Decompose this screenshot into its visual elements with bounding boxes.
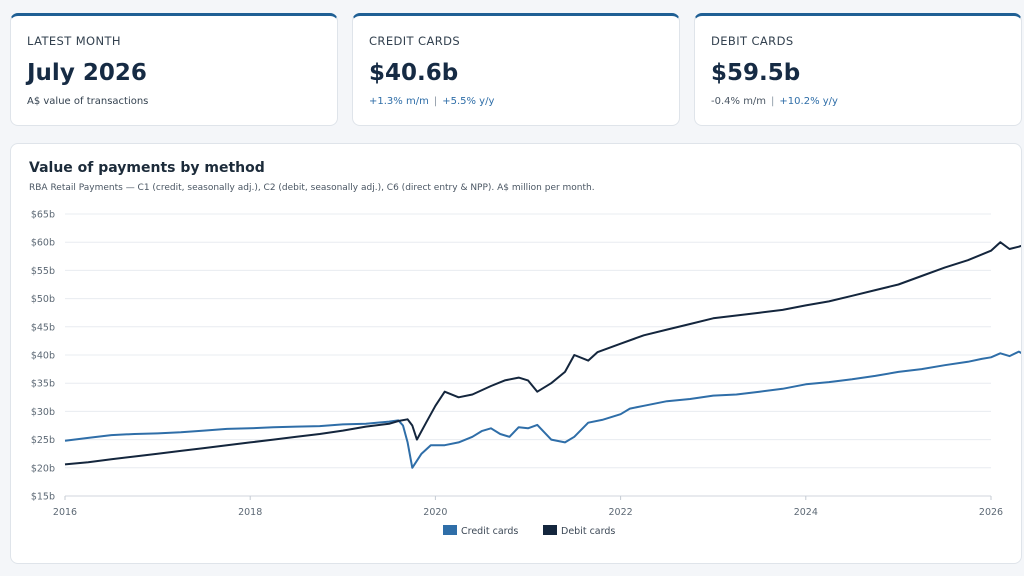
year-change: +10.2% y/y [779,96,838,107]
kpi-card-debit-cards: DEBIT CARDS $59.5b -0.4% m/m | +10.2% y/y [694,13,1022,126]
y-tick-label: $20b [31,463,55,474]
y-tick-label: $35b [31,379,55,390]
y-tick-label: $15b [31,492,55,503]
x-tick-label: 2024 [794,507,818,518]
legend-label-credit-cards: Credit cards [461,526,518,537]
x-tick-label: 2026 [979,507,1003,518]
chart-subtitle: RBA Retail Payments — C1 (credit, season… [29,183,595,193]
card-label: DEBIT CARDS [711,34,794,48]
x-tick-label: 2016 [53,507,77,518]
y-tick-label: $55b [31,266,55,277]
y-tick-label: $60b [31,238,55,249]
x-tick-label: 2022 [609,507,633,518]
card-value: $59.5b [711,60,801,86]
series-line-debit-cards [64,241,1021,466]
kpi-card-latest-month: LATEST MONTH July 2026 A$ value of trans… [10,13,338,126]
y-tick-label: $40b [31,351,55,362]
y-tick-label: $30b [31,407,55,418]
legend-label-debit-cards: Debit cards [561,526,615,537]
year-change: +5.5% y/y [442,96,495,107]
kpi-card-credit-cards: CREDIT CARDS $40.6b +1.3% m/m | +5.5% y/y [352,13,680,126]
y-tick-label: $65b [31,210,55,221]
card-value: July 2026 [27,60,147,86]
y-tick-label: $50b [31,294,55,305]
card-label: LATEST MONTH [27,34,121,48]
card-changes: -0.4% m/m | +10.2% y/y [711,96,1005,107]
card-subtext: A$ value of transactions [27,96,149,107]
separator: | [771,96,775,107]
x-tick-label: 2018 [238,507,262,518]
month-change: -0.4% m/m [711,96,767,107]
card-value: $40.6b [369,60,459,86]
y-tick-label: $25b [31,435,55,446]
chart-panel: Value of payments by method RBA Retail P… [10,143,1022,564]
legend-swatch-debit-cards [543,525,557,535]
x-tick-label: 2020 [423,507,447,518]
separator: | [433,96,438,107]
month-change: +1.3% m/m [369,96,429,107]
legend-swatch-credit-cards [443,525,457,535]
line-chart: $15b $20b $25b $30b $35b $40b $45b $50b $55b $60b… [31,210,1021,537]
series-line-credit-cards [64,350,1021,469]
card-label: CREDIT CARDS [369,34,461,48]
y-tick-label: $45b [31,322,55,333]
card-changes: +1.3% m/m | +5.5% y/y [369,96,663,107]
chart-title: Value of payments by method [29,160,265,176]
